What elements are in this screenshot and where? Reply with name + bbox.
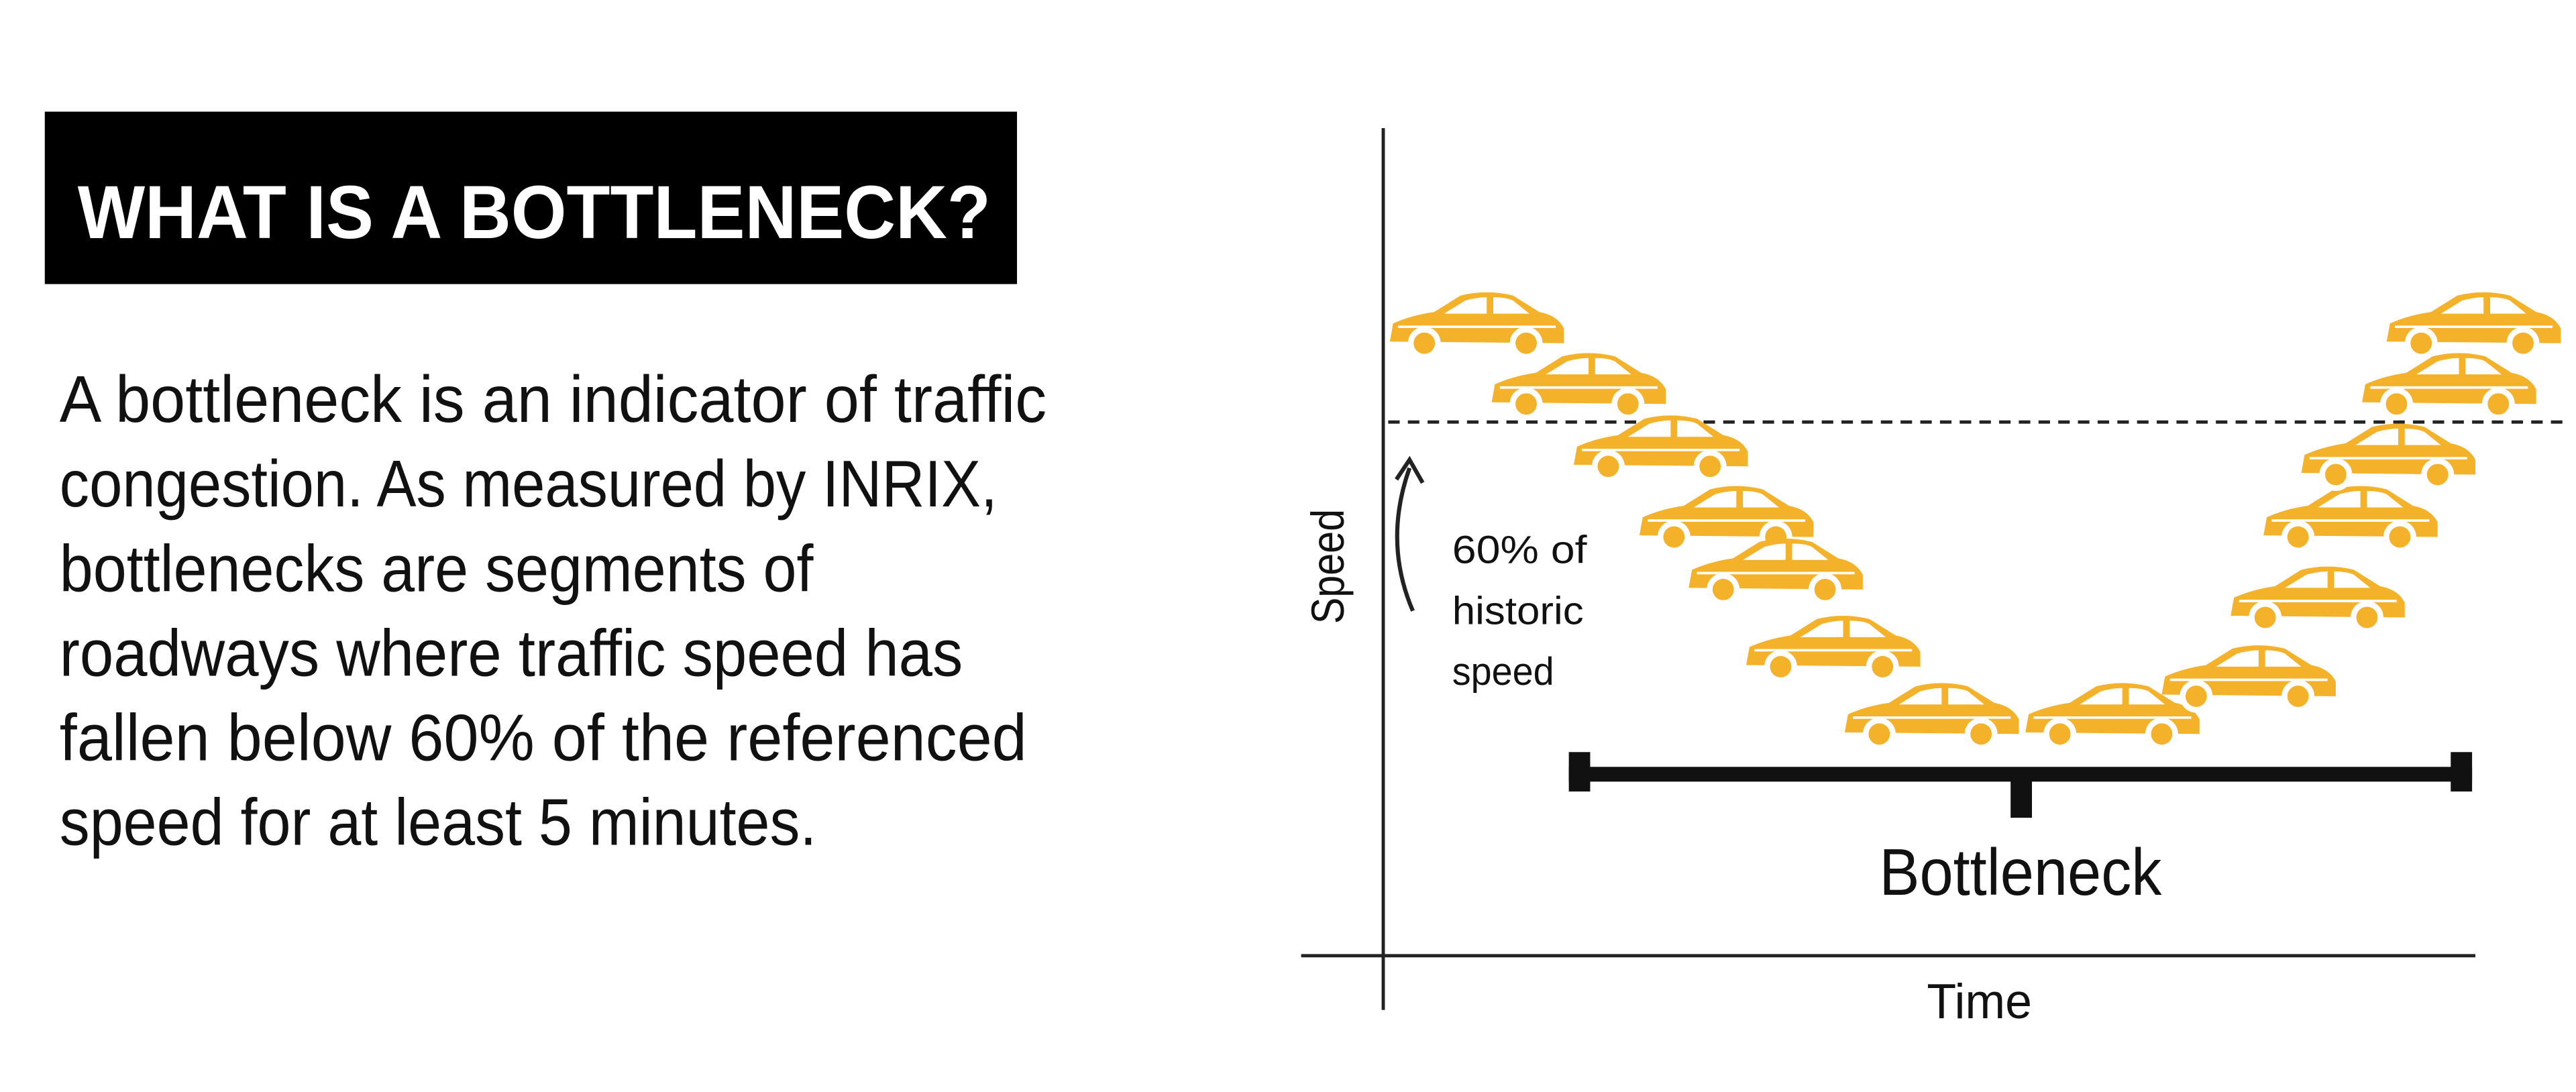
bottleneck-label: Bottleneck (1879, 835, 2162, 909)
car-hub (1970, 723, 1992, 745)
bracket-stub (2010, 778, 2032, 818)
car-window (1898, 688, 1942, 705)
car-window (1743, 490, 1779, 508)
car-hub (2389, 526, 2411, 548)
threshold-label-line: speed (1452, 650, 1554, 694)
car-hub (2254, 606, 2276, 629)
car-window (1792, 543, 1829, 560)
car-hub (1872, 656, 1894, 677)
description-line: roadways where traffic speed has (60, 616, 963, 690)
car (2025, 683, 2200, 751)
car-window (1948, 688, 1985, 705)
car-hub (1663, 526, 1685, 548)
car-hub (2512, 332, 2534, 354)
y-axis-label: Speed (1302, 509, 1354, 624)
car-hub (1413, 332, 1436, 354)
bracket-end (2451, 752, 2473, 791)
car-hub (1868, 723, 1890, 745)
title-box (44, 111, 1018, 284)
car-hub (2356, 606, 2378, 629)
car-hub (1515, 393, 1537, 415)
car-window (2465, 358, 2502, 375)
car-window (1743, 543, 1786, 560)
car (1746, 616, 1921, 684)
car-window (2355, 428, 2398, 445)
car-window (1595, 358, 1631, 375)
car-window (2079, 688, 2123, 705)
car-window (2216, 650, 2259, 667)
car-window (2265, 650, 2302, 667)
car (2263, 486, 2438, 554)
car (1573, 415, 1748, 483)
car (2161, 645, 2336, 713)
description-line: congestion. As measured by INRIX, (60, 447, 998, 521)
car-hub (1617, 393, 1639, 415)
car-window (2334, 571, 2371, 588)
car (2231, 566, 2405, 634)
car-window (1546, 358, 1589, 375)
car-window (1677, 420, 1714, 437)
threshold-arrow (1395, 467, 1415, 612)
cars (1389, 292, 2561, 751)
car-hub (2426, 463, 2449, 486)
car-window (2285, 571, 2328, 588)
car-window (1627, 420, 1671, 437)
car-hub (1515, 332, 1537, 354)
threshold-label-line: 60% of (1452, 529, 1587, 572)
car-hub (1814, 578, 1836, 600)
car-window (2129, 688, 2165, 705)
car-window (2367, 490, 2404, 508)
car-hub (2049, 723, 2071, 745)
x-axis-label: Time (1927, 974, 2032, 1029)
car-hub (2287, 526, 2309, 548)
car-hub (2410, 332, 2432, 354)
car (1491, 353, 1666, 421)
car-hub (2324, 463, 2347, 486)
arrow-head (1395, 455, 1425, 484)
car (1844, 683, 2019, 751)
description-line: bottlenecks are segments of (60, 531, 814, 605)
car-hub (2385, 393, 2408, 415)
car-hub (1770, 656, 1792, 677)
car (1688, 538, 1863, 606)
car-hub (1699, 455, 1721, 478)
car-window (2317, 490, 2361, 508)
car (2301, 423, 2475, 491)
car-hub (2287, 686, 2309, 707)
bracket-end (1568, 752, 1591, 791)
car-window (2416, 358, 2459, 375)
threshold-label-line: historic (1452, 589, 1584, 633)
description: A bottleneck is an indicator of traffic c… (60, 362, 1046, 859)
car-window (1444, 297, 1487, 314)
car-hub (1712, 578, 1734, 600)
car-hub (2185, 686, 2207, 707)
car-window (2490, 297, 2526, 314)
car-hub (1597, 455, 1619, 478)
car (2362, 353, 2536, 421)
title: WHAT IS A BOTTLENECK? (78, 170, 991, 254)
car-window (1693, 490, 1737, 508)
description-line: A bottleneck is an indicator of traffic (60, 362, 1046, 436)
car-hub (2487, 393, 2510, 415)
car-window (2440, 297, 2484, 314)
bracket (1568, 767, 2473, 782)
car-window (2404, 428, 2441, 445)
car-window (1493, 297, 1529, 314)
car (2386, 292, 2561, 360)
description-line: speed for at least 5 minutes. (60, 785, 817, 859)
car (1389, 292, 1564, 360)
description-line: fallen below 60% of the referenced (60, 700, 1027, 774)
car-window (1849, 620, 1886, 637)
threshold-label: 60% of historic speed (1452, 529, 1587, 694)
car-hub (2151, 723, 2173, 745)
car-window (1800, 620, 1843, 637)
